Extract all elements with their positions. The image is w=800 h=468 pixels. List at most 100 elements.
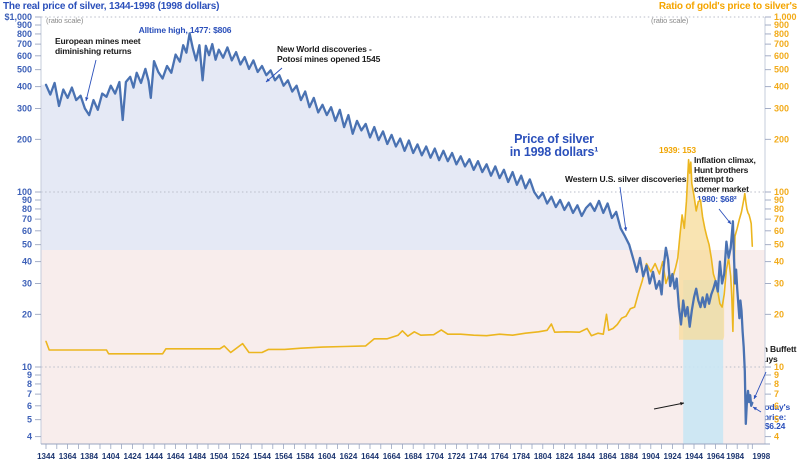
left-tick-label: 800	[17, 29, 32, 39]
western-us-arrow	[619, 186, 627, 232]
right-tick-label: 40	[774, 257, 784, 267]
right-tick-label: 6	[774, 401, 779, 411]
left-tick-label: 9	[27, 370, 32, 380]
x-tick-label: 1444	[145, 452, 163, 461]
buffett-arrow-head	[753, 395, 758, 399]
right-tick-label: 300	[774, 104, 789, 114]
x-tick-label: 1384	[80, 452, 98, 461]
left-tick-label: 5	[27, 415, 32, 425]
x-tick-label: 1504	[210, 452, 228, 461]
x-tick-label: 1564	[275, 452, 293, 461]
annotation-western-us: Western U.S. silver discoveries	[565, 174, 687, 184]
left-tick-label: 80	[22, 204, 32, 214]
right-tick-label: 50	[774, 240, 784, 250]
left-tick-label: $1,000	[4, 12, 32, 22]
x-tick-label: 1604	[318, 452, 336, 461]
european-mines-arrow	[85, 59, 97, 102]
x-tick-label: 1924	[664, 452, 682, 461]
right-tick-label: 10	[774, 362, 784, 372]
x-tick-label: 1764	[491, 452, 509, 461]
x-tick-label: 1784	[512, 452, 530, 461]
right-tick-label: 700	[774, 39, 789, 49]
x-tick-label: 1664	[383, 452, 401, 461]
ratio-area-fill	[678, 159, 725, 340]
european-mines-arrow-head	[85, 97, 89, 101]
annotation-alltime-high: Alltime high, 1477: $806	[138, 25, 232, 35]
annotation-price-1980: 1980: $68²	[697, 194, 737, 204]
new-world-arrow-head	[266, 78, 270, 82]
right-tick-label: 5	[774, 415, 779, 425]
silver-area-fill	[41, 33, 734, 250]
right-tick-label: 80	[774, 204, 784, 214]
left-tick-label: 400	[17, 82, 32, 92]
left-tick-label: 90	[22, 195, 32, 205]
x-tick-label: 1844	[577, 452, 595, 461]
x-tick-label: 1964	[707, 452, 725, 461]
plot-background-lower	[41, 250, 765, 444]
right-tick-label: 100	[774, 187, 789, 197]
x-tick-label: 1464	[167, 452, 185, 461]
annotation-arrows	[85, 59, 767, 413]
right-tick-label: 7	[774, 389, 779, 399]
annotation-price-of-silver: Price of silver in 1998 dollars¹	[509, 132, 599, 160]
left-tick-label: 30	[22, 279, 32, 289]
right-tick-label: 30	[774, 279, 784, 289]
x-tick-label: 1744	[469, 452, 487, 461]
left-tick-label: 900	[17, 20, 32, 30]
right-tick-label: 90	[774, 195, 784, 205]
x-tick-label: 1544	[253, 452, 271, 461]
x-tick-label: 1584	[296, 452, 314, 461]
right-tick-label: 60	[774, 226, 784, 236]
x-tick-label: 1904	[642, 452, 660, 461]
right-tick-label: 900	[774, 20, 789, 30]
left-tick-label: 70	[22, 214, 32, 224]
left-tick-label: 700	[17, 39, 32, 49]
left-tick-label: 300	[17, 104, 32, 114]
right-tick-label: 20	[774, 309, 784, 319]
right-tick-label: 800	[774, 29, 789, 39]
gold-silver-ratio-line	[45, 158, 754, 355]
western-us-arrow-head	[623, 227, 628, 231]
annotation-ratio-1939: 1939: 153	[659, 145, 696, 155]
right-tick-label: 500	[774, 65, 789, 75]
x-tick-label: 1884	[620, 452, 638, 461]
x-tick-label: 1944	[685, 452, 703, 461]
chart-title-left: The real price of silver, 1344-1998 (199…	[3, 1, 220, 12]
left-tick-label: 200	[17, 134, 32, 144]
x-tick-label: 1998	[752, 452, 770, 461]
x-tick-label: 1824	[556, 452, 574, 461]
left-tick-label: 8	[27, 379, 32, 389]
left-tick-label: 10	[22, 362, 32, 372]
x-tick-label: 1704	[426, 452, 444, 461]
left-tick-label: 600	[17, 51, 32, 61]
chart-title-right: Ratio of gold's price to silver's	[658, 1, 797, 12]
left-tick-label: 50	[22, 240, 32, 250]
x-axis: 1344 1364 1384 1404 1424 1444 1464 1484 1504 1524…	[37, 444, 771, 461]
left-tick-label: 40	[22, 257, 32, 267]
right-tick-label: 8	[774, 379, 779, 389]
todays-price-arrow-head	[753, 407, 757, 411]
annotation-european-mines: European mines meet diminishing returns	[55, 36, 141, 56]
price-1980-arrow-head	[727, 220, 731, 224]
x-tick-label: 1484	[188, 452, 206, 461]
gold-fix-arrow-head	[680, 402, 684, 406]
right-tick-label: 1,000	[774, 12, 797, 22]
left-tick-label: 60	[22, 226, 32, 236]
annotation-todays-price: Today's price: $6.24	[759, 402, 791, 432]
left-tick-label: 20	[22, 309, 32, 319]
right-tick-label: 4	[774, 432, 779, 442]
buffett-arrow	[753, 371, 767, 400]
x-tick-label: 1424	[124, 452, 142, 461]
x-tick-label: 1364	[59, 452, 77, 461]
annotation-inflation-climax: Inflation climax, Hunt brothers attempt …	[694, 155, 756, 194]
right-tick-label: 9	[774, 370, 779, 380]
left-tick-label: 6	[27, 401, 32, 411]
left-tick-label: 7	[27, 389, 32, 399]
x-tick-label: 1804	[534, 452, 552, 461]
x-tick-label: 1344	[37, 452, 55, 461]
left-tick-label: 4	[27, 432, 32, 442]
